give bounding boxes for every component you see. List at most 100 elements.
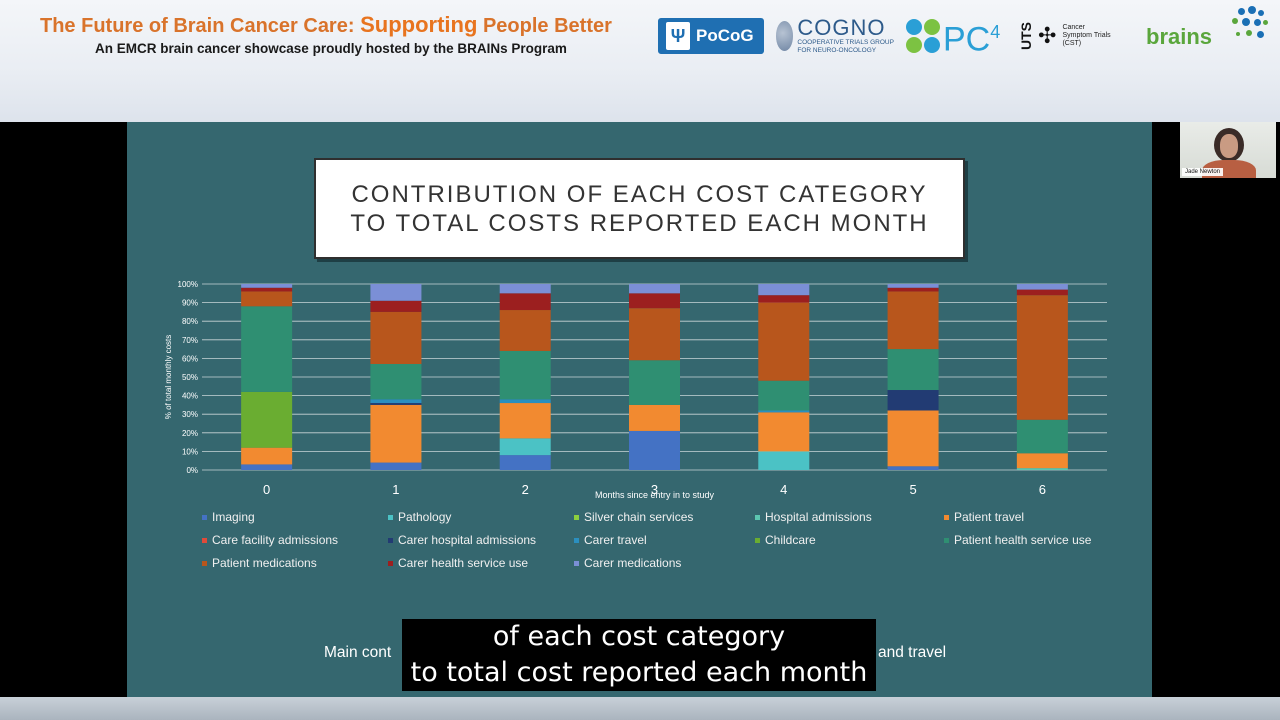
- slide-title-box: CONTRIBUTION OF EACH COST CATEGORY TO TO…: [314, 158, 965, 259]
- bar-segment: [1016, 453, 1068, 469]
- legend-swatch: [944, 537, 949, 543]
- bar-segment: [370, 404, 422, 463]
- bar-segment: [241, 306, 293, 392]
- brains-logo-text: brains: [1146, 24, 1213, 49]
- legend-swatch: [202, 560, 207, 566]
- cogno-logo: COGNO COOPERATIVE TRIALS GROUP FOR NEURO…: [776, 16, 900, 56]
- x-axis-label: Months since entry in to study: [595, 490, 715, 500]
- legend-swatch: [755, 537, 760, 543]
- legend-label: Carer health service use: [398, 556, 529, 570]
- y-tick-label: 40%: [182, 392, 198, 401]
- cst-logo-text: Cancer Symptom Trials (CST): [1062, 24, 1111, 47]
- legend-item: Carer travel: [574, 533, 647, 547]
- legend-label: Carer medications: [584, 556, 682, 570]
- y-tick-label: 100%: [178, 280, 198, 289]
- legend-swatch: [388, 537, 393, 543]
- x-tick-label: 0: [263, 482, 270, 497]
- bar-segment: [629, 284, 680, 294]
- bar-segment: [758, 302, 810, 381]
- bar-segment: [758, 380, 810, 411]
- pc4-logo-sup: 4: [990, 22, 1001, 43]
- bar-segment: [1016, 289, 1068, 296]
- y-axis-label: % of total monthly costs: [164, 335, 173, 419]
- brains-logo: brains: [1144, 6, 1274, 52]
- bar-segment: [370, 300, 422, 312]
- bar-segment: [499, 403, 551, 439]
- y-tick-label: 90%: [182, 299, 198, 308]
- y-tick-label: 70%: [182, 336, 198, 345]
- bar-segment: [241, 284, 293, 288]
- bar-segment: [1016, 419, 1068, 454]
- bar-segment: [887, 390, 939, 411]
- bar-segment: [758, 451, 810, 470]
- bar-segment: [758, 295, 810, 303]
- bar-segment: [370, 403, 422, 405]
- bar-segment: [887, 466, 939, 470]
- bar-segment: [499, 438, 551, 456]
- legend-item: Childcare: [755, 533, 816, 547]
- participant-face: [1220, 134, 1238, 158]
- bar-segment: [887, 287, 939, 292]
- cogno-logo-subtext: COOPERATIVE TRIALS GROUP FOR NEURO-ONCOL…: [797, 39, 894, 54]
- legend-swatch: [574, 537, 579, 543]
- y-tick-label: 50%: [182, 373, 198, 382]
- pocog-logo: Ψ PoCoG: [658, 18, 764, 54]
- bar-segment: [241, 391, 293, 448]
- caption-line1: of each cost category: [492, 621, 786, 652]
- bar-segment: [370, 399, 422, 404]
- bar-segment: [629, 360, 680, 405]
- stacked-bar-chart: 0% 10% 20% 30% 40% 50% 60% 70% 80% 90% 100% % of to…: [164, 280, 1107, 500]
- event-title-part2: Supporting: [360, 12, 478, 37]
- legend-item: Imaging: [202, 510, 255, 524]
- bar-segment: [1016, 468, 1068, 470]
- event-banner: The Future of Brain Cancer Care: Support…: [0, 0, 1280, 122]
- bar-segment: [499, 399, 551, 404]
- brain-icon: [776, 21, 794, 51]
- slide-body-text-left: Main cont: [324, 644, 392, 661]
- bar-segment: [370, 284, 422, 301]
- legend-item: Care facility admissions: [202, 533, 338, 547]
- legend-label: Carer hospital admissions: [398, 533, 537, 547]
- bar-segment: [499, 284, 551, 294]
- bar-segment: [241, 287, 293, 292]
- slide-title-line1: CONTRIBUTION OF EACH COST CATEGORY: [351, 180, 928, 208]
- y-tick-label: 80%: [182, 317, 198, 326]
- legend-label: Care facility admissions: [212, 533, 339, 547]
- bar-segment: [758, 412, 810, 452]
- legend-item: Hospital admissions: [755, 510, 872, 524]
- x-tick-label: 6: [1039, 482, 1046, 497]
- legend-item: Pathology: [388, 510, 451, 524]
- participant-video-tile[interactable]: Jade Newton: [1180, 122, 1276, 178]
- legend-label: Hospital admissions: [765, 510, 872, 524]
- bar-segment: [241, 291, 293, 307]
- legend-swatch: [202, 537, 207, 543]
- bar-segment: [499, 293, 551, 311]
- legend-label: Silver chain services: [584, 510, 694, 524]
- bar-segment: [887, 349, 939, 391]
- legend-label: Patient medications: [212, 556, 317, 570]
- legend-swatch: [574, 560, 579, 566]
- pc4-logo-text: PC: [943, 20, 991, 59]
- x-tick-label: 3: [651, 482, 658, 497]
- legend-label: Carer travel: [584, 533, 647, 547]
- bar-segment: [629, 293, 680, 309]
- subtitle-caption: of each cost category to total cost repo…: [402, 619, 876, 691]
- legend-label: Patient health service use: [954, 533, 1092, 547]
- pc4-logo: PC4: [906, 16, 1001, 59]
- bar-segment: [1016, 295, 1068, 420]
- bar-segment: [241, 464, 293, 470]
- bar-segment: [758, 284, 810, 296]
- legend-swatch: [388, 514, 393, 520]
- x-tick-label: 5: [909, 482, 916, 497]
- bar-segment: [887, 410, 939, 467]
- bar-segment: [499, 310, 551, 351]
- bar-segment: [887, 291, 939, 350]
- x-tick-label: 2: [522, 482, 529, 497]
- legend-item: Carer medications: [574, 556, 681, 570]
- legend-item: Carer health service use: [388, 556, 528, 570]
- legend-item: Patient health service use: [944, 533, 1091, 547]
- bar-segment: [499, 455, 551, 470]
- uts-cross-icon: ✣: [1038, 23, 1057, 49]
- legend-swatch: [202, 514, 207, 520]
- legend-item: Silver chain services: [574, 510, 693, 524]
